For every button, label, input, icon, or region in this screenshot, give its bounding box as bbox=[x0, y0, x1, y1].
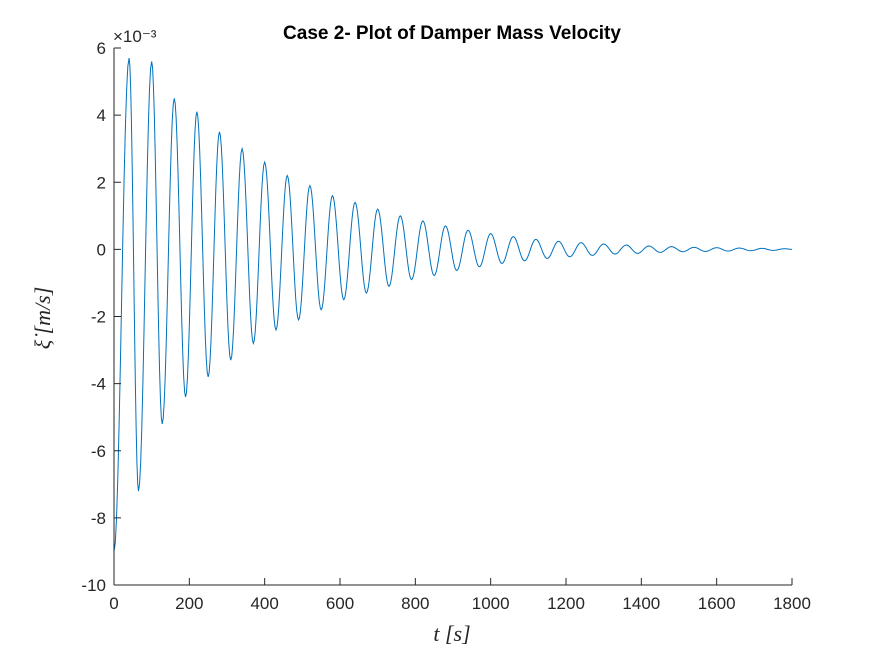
y-tick-label: 6 bbox=[97, 39, 106, 58]
axes: 0 200 400 600 800 1000 1200 1400 1600 1800 -10 -8 -6… bbox=[81, 39, 810, 613]
y-tick-label: -10 bbox=[81, 576, 106, 595]
y-tick-label: 4 bbox=[97, 106, 106, 125]
x-tick-label: 1000 bbox=[472, 594, 510, 613]
chart-title: Case 2- Plot of Damper Mass Velocity bbox=[283, 23, 621, 44]
x-tick-label: 600 bbox=[326, 594, 354, 613]
y-tick-label: -4 bbox=[91, 375, 106, 394]
x-tick-label: 1400 bbox=[622, 594, 660, 613]
plot-area bbox=[113, 57, 793, 552]
x-tick-label: 800 bbox=[401, 594, 429, 613]
y-tick-label: -2 bbox=[91, 308, 106, 327]
y-exponent-label: ×10⁻³ bbox=[113, 27, 157, 46]
x-tick-label: 1600 bbox=[698, 594, 736, 613]
x-tick-label: 0 bbox=[109, 594, 118, 613]
y-axis-label: ξ̇ [m/s] bbox=[30, 287, 55, 350]
x-tick-label: 1200 bbox=[547, 594, 585, 613]
x-axis-label: t [s] bbox=[433, 621, 470, 646]
y-tick-label: 0 bbox=[97, 240, 106, 259]
x-tick-label: 1800 bbox=[773, 594, 811, 613]
y-tick-label: -8 bbox=[91, 509, 106, 528]
x-tick-label: 400 bbox=[250, 594, 278, 613]
x-tick-label: 200 bbox=[175, 594, 203, 613]
series-line bbox=[113, 57, 793, 552]
y-tick-label: -6 bbox=[91, 442, 106, 461]
y-tick-label: 2 bbox=[97, 173, 106, 192]
